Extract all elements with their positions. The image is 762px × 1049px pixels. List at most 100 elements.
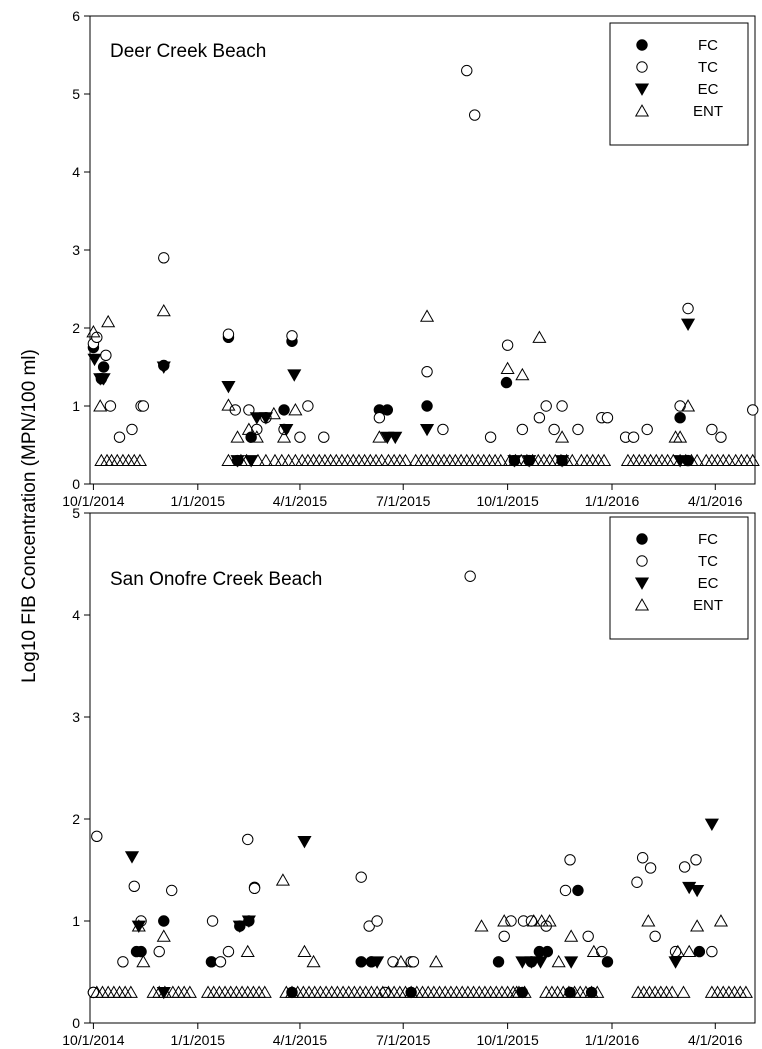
data-point: [627, 431, 640, 443]
x-tick-label: 4/1/2016: [688, 1032, 743, 1048]
y-tick-label: 5: [72, 86, 80, 102]
x-tick-label: 4/1/2015: [273, 493, 328, 509]
data-point: [157, 985, 172, 998]
data-point: [373, 412, 386, 424]
data-point: [500, 376, 513, 389]
data-point: [540, 400, 552, 412]
series-tc: [87, 64, 759, 443]
data-point: [93, 399, 108, 412]
data-point: [128, 880, 140, 893]
data-point: [526, 914, 541, 927]
data-point: [706, 423, 718, 436]
data-point: [572, 884, 584, 897]
legend-box: [609, 516, 749, 640]
data-point: [541, 945, 554, 958]
data-point: [641, 423, 653, 436]
data-point: [124, 851, 140, 864]
data-point: [135, 945, 147, 958]
legend: FC TC EC ENT: [609, 516, 749, 640]
data-point: [464, 570, 476, 582]
series-fc: [87, 881, 706, 999]
data-point: [419, 423, 435, 437]
data-point: [393, 954, 409, 968]
y-tick-label: 2: [72, 811, 80, 827]
data-point: [407, 956, 420, 968]
data-point: [572, 423, 584, 436]
series-tc: [87, 570, 718, 999]
data-point: [690, 884, 705, 898]
data-point: [555, 430, 570, 443]
data-point: [242, 833, 254, 846]
data-point: [249, 412, 264, 425]
data-point: [437, 423, 449, 436]
chart-panel-san-onofre: 0 1 2 3 4 5 10/1/2014 1/1/2015 4/1/2015 7/1/2015 1…: [62, 505, 756, 1048]
data-point: [250, 453, 266, 467]
y-tick-label: 1: [72, 913, 80, 929]
y-tick-label: 4: [72, 164, 80, 180]
data-point: [87, 353, 102, 367]
data-point: [713, 914, 729, 927]
data-point: [706, 945, 718, 958]
y-tick-label: 0: [72, 1015, 80, 1031]
data-point: [668, 956, 683, 969]
data-point: [294, 431, 306, 443]
data-point: [156, 361, 171, 374]
legend-label-fc: FC: [698, 531, 718, 548]
data-point: [267, 453, 283, 467]
data-point: [97, 361, 110, 373]
data-point: [665, 985, 680, 998]
x-tick-label: 7/1/2015: [376, 1032, 431, 1048]
data-point: [91, 830, 103, 843]
legend-marker-tc: [636, 61, 648, 73]
data-point: [137, 400, 150, 412]
data-point: [222, 945, 235, 958]
data-point: [704, 818, 719, 831]
data-point: [279, 423, 294, 437]
data-point: [517, 985, 532, 998]
data-point: [556, 400, 568, 412]
x-tick-label: 10/1/2015: [476, 1032, 538, 1048]
data-point: [355, 956, 367, 968]
x-tick-label: 1/1/2016: [585, 1032, 640, 1048]
data-point: [86, 325, 101, 338]
data-point: [690, 854, 702, 866]
legend-label-ec: EC: [698, 575, 719, 592]
data-point: [680, 318, 696, 331]
data-point: [230, 430, 245, 443]
data-point: [747, 404, 759, 416]
data-point: [721, 453, 736, 467]
data-point: [288, 403, 303, 416]
data-point: [524, 956, 539, 969]
data-point: [564, 854, 576, 866]
panel-title: San Onofre Creek Beach: [110, 569, 322, 590]
data-point: [302, 400, 314, 412]
data-point: [297, 835, 312, 849]
data-point: [249, 430, 264, 443]
data-point: [221, 398, 236, 411]
legend-label-fc: FC: [698, 37, 718, 54]
data-point: [287, 369, 302, 382]
data-point: [101, 314, 116, 328]
series-baseline: [89, 985, 753, 998]
series-ent: [86, 303, 696, 443]
legend-marker-fc: [636, 533, 648, 545]
series-baseline: [94, 453, 760, 467]
data-point: [131, 920, 146, 933]
data-point: [113, 431, 126, 443]
legend-marker-ent: [634, 104, 650, 117]
y-tick-label: 2: [72, 320, 80, 336]
y-tick-label: 5: [72, 505, 80, 521]
data-point: [501, 339, 514, 351]
data-point: [288, 453, 303, 467]
series-ent: [131, 873, 729, 998]
data-point: [214, 956, 227, 968]
data-point: [371, 915, 383, 927]
data-point: [601, 412, 614, 424]
y-tick-label: 6: [72, 8, 80, 24]
data-point: [240, 944, 255, 958]
legend-label-ent: ENT: [693, 597, 723, 614]
data-point: [398, 453, 413, 467]
data-point: [318, 431, 330, 443]
legend-marker-fc: [636, 39, 648, 51]
data-point: [515, 367, 530, 381]
